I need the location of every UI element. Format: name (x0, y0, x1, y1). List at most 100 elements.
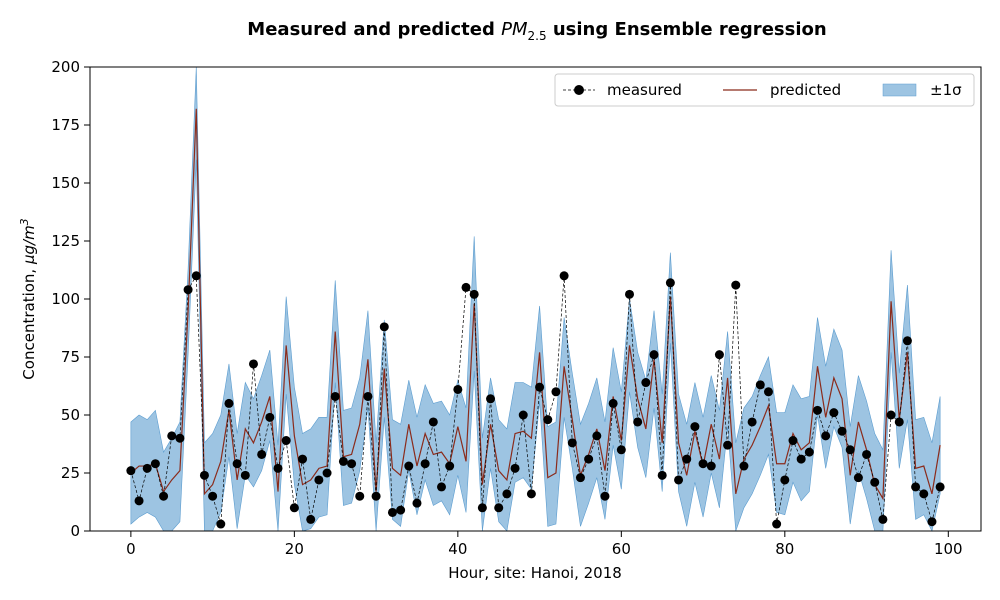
measured-point (747, 417, 757, 427)
measured-point (379, 322, 389, 332)
measured-point (273, 463, 283, 473)
y-tick-label: 25 (61, 464, 80, 482)
y-axis-ticks: 0 25 50 75 100 125 150 175 200 (51, 58, 90, 540)
measured-point (526, 489, 536, 499)
measured-point (731, 280, 741, 290)
y-label-sup: 3 (18, 218, 31, 225)
measured-point (592, 431, 602, 441)
measured-point (739, 461, 749, 471)
measured-point (134, 496, 144, 506)
measured-point (575, 473, 585, 483)
measured-point (126, 466, 136, 476)
measured-layer (126, 271, 945, 529)
x-axis-label: Hour, site: Hanoi, 2018 (448, 564, 622, 582)
y-tick-label: 125 (51, 232, 80, 250)
y-axis-label: Concentration, μg/m3 (18, 218, 38, 379)
measured-point (224, 398, 234, 408)
measured-point (159, 491, 169, 501)
measured-point (150, 459, 160, 469)
measured-point (445, 461, 455, 471)
measured-point (919, 489, 929, 499)
measured-point (641, 378, 651, 388)
measured-point (208, 491, 218, 501)
measured-point (674, 475, 684, 485)
measured-point (322, 468, 332, 478)
y-tick-label: 175 (51, 116, 80, 134)
measured-point (829, 408, 839, 418)
measured-point (314, 475, 324, 485)
measured-point (437, 482, 446, 492)
measured-point (420, 459, 430, 469)
measured-point (494, 503, 504, 513)
x-tick-label: 20 (285, 540, 304, 558)
measured-point (404, 461, 414, 471)
measured-point (461, 282, 471, 292)
measured-point (788, 436, 798, 446)
measured-point (870, 477, 880, 487)
measured-point (387, 507, 397, 517)
measured-point (518, 410, 528, 420)
x-tick-label: 60 (612, 540, 631, 558)
measured-point (886, 410, 896, 420)
y-tick-label: 0 (70, 522, 80, 540)
measured-point (690, 422, 700, 432)
measured-point (878, 514, 888, 524)
measured-point (665, 278, 675, 288)
x-tick-label: 100 (934, 540, 963, 558)
measured-point (289, 503, 299, 513)
measured-point (584, 454, 594, 464)
sigma-band (130, 66, 941, 532)
measured-point (723, 440, 733, 450)
measured-point (821, 431, 831, 441)
measured-point (714, 350, 724, 360)
title-var: PM (501, 19, 528, 40)
chart-title: Measured and predicted PM2.5 using Ensem… (247, 19, 826, 43)
measured-point (608, 398, 618, 408)
measured-point (257, 449, 267, 459)
measured-point (167, 431, 177, 441)
measured-point (706, 461, 716, 471)
measured-point (175, 433, 185, 443)
x-tick-label: 0 (126, 540, 136, 558)
measured-point (804, 447, 814, 457)
measured-point (755, 380, 765, 390)
y-tick-label: 150 (51, 174, 80, 192)
legend: measured predicted ±1σ (554, 73, 975, 107)
measured-point (567, 438, 577, 448)
measured-point (780, 475, 790, 485)
measured-point (796, 454, 806, 464)
title-prefix: Measured and predicted (247, 19, 501, 40)
y-tick-label: 50 (61, 406, 80, 424)
measured-point (347, 459, 357, 469)
predicted-line (130, 108, 941, 501)
measured-point (363, 391, 373, 401)
measured-point (510, 463, 520, 473)
measured-point (813, 405, 823, 415)
legend-predicted-label: predicted (770, 81, 841, 99)
measured-point (902, 336, 912, 346)
measured-point (698, 459, 708, 469)
measured-point (191, 271, 201, 281)
x-axis-ticks: 0 20 40 60 80 100 (126, 531, 963, 558)
measured-point (281, 436, 291, 446)
y-tick-label: 75 (61, 348, 80, 366)
measured-point (248, 359, 258, 369)
measured-point (477, 503, 487, 513)
measured-point (625, 289, 634, 299)
measured-point (551, 387, 561, 397)
measured-point (911, 482, 921, 492)
measured-point (853, 473, 863, 483)
measured-point (298, 454, 308, 464)
y-tick-label: 200 (51, 58, 80, 76)
measured-point (412, 498, 422, 508)
measured-point (486, 394, 496, 404)
y-label-prefix: Concentration, (20, 264, 38, 380)
predicted-layer (130, 108, 941, 501)
measured-point (559, 271, 569, 281)
measured-point (199, 470, 209, 480)
measured-point (338, 456, 348, 466)
legend-box (554, 73, 975, 107)
measured-point (142, 463, 152, 473)
y-tick-label: 100 (51, 290, 80, 308)
legend-band-swatch (882, 83, 917, 97)
